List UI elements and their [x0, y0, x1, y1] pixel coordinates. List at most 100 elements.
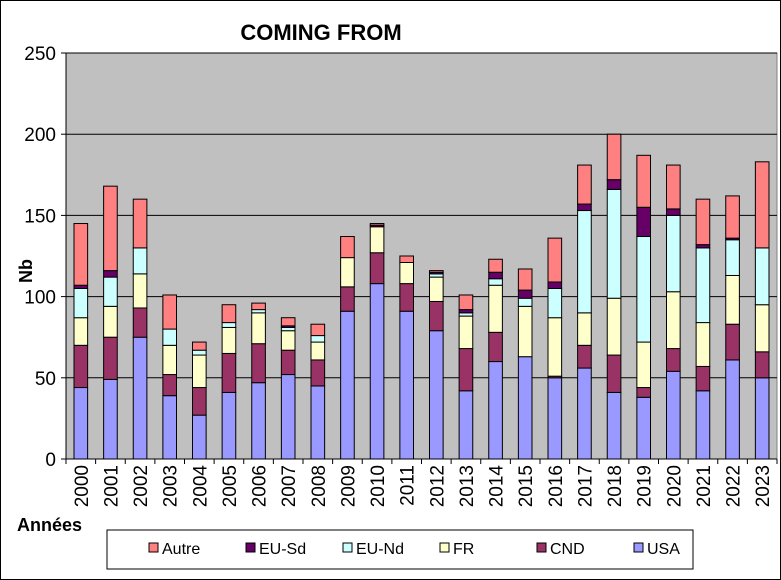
bar-segment-usa-2020 [666, 370, 681, 460]
x-tick-label: 2008 [309, 465, 330, 507]
bar-segment-autre-2010 [369, 223, 385, 226]
bar-segment-cnd-2006 [251, 343, 266, 384]
bar-segment-eu-nd-2018 [606, 188, 622, 299]
bar-segment-autre-2020 [666, 164, 681, 210]
bar-segment-cnd-2013 [458, 348, 474, 392]
y-tick-label: 100 [24, 288, 56, 309]
x-tick-label: 2012 [427, 465, 448, 507]
x-tick-label: 2016 [546, 465, 567, 507]
legend-swatch-eu-nd [342, 542, 353, 553]
bar-segment-autre-2019 [636, 154, 651, 208]
x-axis-label: Années [17, 515, 82, 535]
bar-segment-eu-nd-2014 [488, 278, 503, 286]
y-tick-label: 200 [24, 125, 56, 146]
bar-segment-fr-2001 [103, 305, 118, 338]
x-tick-label: 2003 [161, 465, 182, 507]
bar-segment-autre-2005 [221, 304, 237, 324]
bar-segment-fr-2012 [429, 276, 444, 302]
bar-segment-usa-2018 [606, 391, 622, 460]
bar-segment-usa-2002 [132, 336, 148, 460]
bar-segment-fr-2018 [606, 297, 622, 356]
bar-segment-usa-2000 [73, 387, 89, 460]
bar-segment-usa-2022 [725, 359, 740, 460]
x-tick-label: 2005 [220, 465, 241, 507]
bar-segment-autre-2022 [725, 195, 740, 239]
x-tick-label: 2013 [457, 465, 478, 507]
bar-segment-eu-sd-2016 [547, 281, 563, 289]
bar-segment-fr-2008 [310, 341, 326, 361]
bar-segment-usa-2003 [162, 395, 177, 460]
bar-segment-fr-2020 [666, 291, 681, 350]
bar-segment-cnd-2011 [399, 283, 414, 312]
legend-swatch-fr [439, 542, 450, 553]
bar-segment-eu-sd-2018 [606, 179, 622, 190]
bar-segment-usa-2012 [429, 330, 444, 460]
bar-segment-cnd-2014 [488, 331, 503, 363]
bar-segment-fr-2022 [725, 274, 740, 325]
bar-segment-fr-2000 [73, 317, 89, 346]
bar-segment-fr-2007 [280, 330, 296, 351]
bar-segment-cnd-2019 [636, 387, 651, 398]
bar-segment-eu-nd-2008 [310, 335, 326, 343]
bar-segment-eu-nd-2000 [73, 287, 89, 319]
bar-segment-eu-sd-2019 [636, 206, 651, 238]
x-tick-label: 2015 [516, 465, 537, 507]
bar-segment-usa-2017 [577, 367, 592, 460]
bar-segment-autre-2004 [192, 341, 207, 351]
bar-segment-usa-2011 [399, 310, 414, 460]
axes [61, 52, 778, 464]
bar-segment-eu-nd-2001 [103, 276, 118, 307]
bar-segment-cnd-2020 [666, 348, 681, 372]
x-tick-labels: 2000 2001 2002 2003 2004 2005 2006 2007 2008 2009… [72, 465, 774, 508]
bar-segment-eu-sd-2015 [517, 289, 533, 299]
bar-segment-usa-2021 [695, 390, 711, 460]
chart-title: COMING FROM [240, 20, 401, 45]
x-tick-label: 2002 [131, 465, 152, 507]
bar-segment-usa-2004 [192, 414, 207, 460]
bar-segment-cnd-2002 [132, 307, 148, 338]
bar-segment-fr-2003 [162, 344, 177, 376]
bar-segment-autre-2018 [606, 133, 622, 181]
bar-segment-usa-2015 [517, 356, 533, 460]
legend-swatch-cnd [536, 542, 547, 553]
plot-area [65, 52, 778, 460]
bar-segment-eu-sd-2001 [103, 270, 118, 278]
bar-segment-autre-2006 [251, 302, 266, 311]
bar-segment-cnd-2003 [162, 374, 177, 397]
bar-segment-autre-2014 [488, 258, 503, 273]
bar-segment-cnd-2010 [369, 252, 385, 285]
bar-segment-autre-2009 [340, 236, 355, 259]
bar-segment-cnd-2005 [221, 352, 237, 393]
bar-segment-fr-2004 [192, 354, 207, 389]
bar-segment-autre-2007 [280, 317, 296, 327]
x-tick-label: 2000 [72, 465, 93, 507]
bar-segment-fr-2002 [132, 273, 148, 309]
bar-segment-eu-nd-2003 [162, 328, 177, 346]
bar-segment-usa-2009 [340, 310, 355, 460]
bar-segment-autre-2015 [517, 268, 533, 291]
bar-segment-fr-2010 [369, 226, 385, 254]
bar-segment-cnd-2001 [103, 336, 118, 380]
y-tick-label: 150 [24, 206, 56, 227]
bar-segment-usa-2013 [458, 390, 474, 460]
bar-segment-eu-nd-2002 [132, 247, 148, 275]
bar-segment-cnd-2018 [606, 354, 622, 393]
legend-label: Autre [162, 541, 200, 558]
legend-label: EU-Nd [356, 541, 404, 558]
x-tick-label: 2021 [694, 465, 715, 507]
bar-segment-fr-2015 [517, 305, 533, 358]
bar-segment-autre-2013 [458, 294, 474, 311]
bar-segment-cnd-2009 [340, 286, 355, 312]
y-tick-label: 50 [35, 369, 56, 390]
bar-segment-fr-2006 [251, 312, 266, 345]
bar-segment-usa-2008 [310, 385, 326, 460]
x-tick-label: 2017 [575, 465, 596, 507]
y-axis-label: Nb [16, 259, 36, 283]
bar-segment-fr-2023 [754, 304, 770, 353]
bar-segment-fr-2017 [577, 312, 592, 346]
bar-segment-eu-nd-2017 [577, 210, 592, 314]
bar-segment-fr-2019 [636, 341, 651, 389]
bar-segment-eu-nd-2004 [192, 349, 207, 356]
bar-segment-autre-2011 [399, 255, 414, 263]
bar-segment-eu-sd-2017 [577, 203, 592, 212]
